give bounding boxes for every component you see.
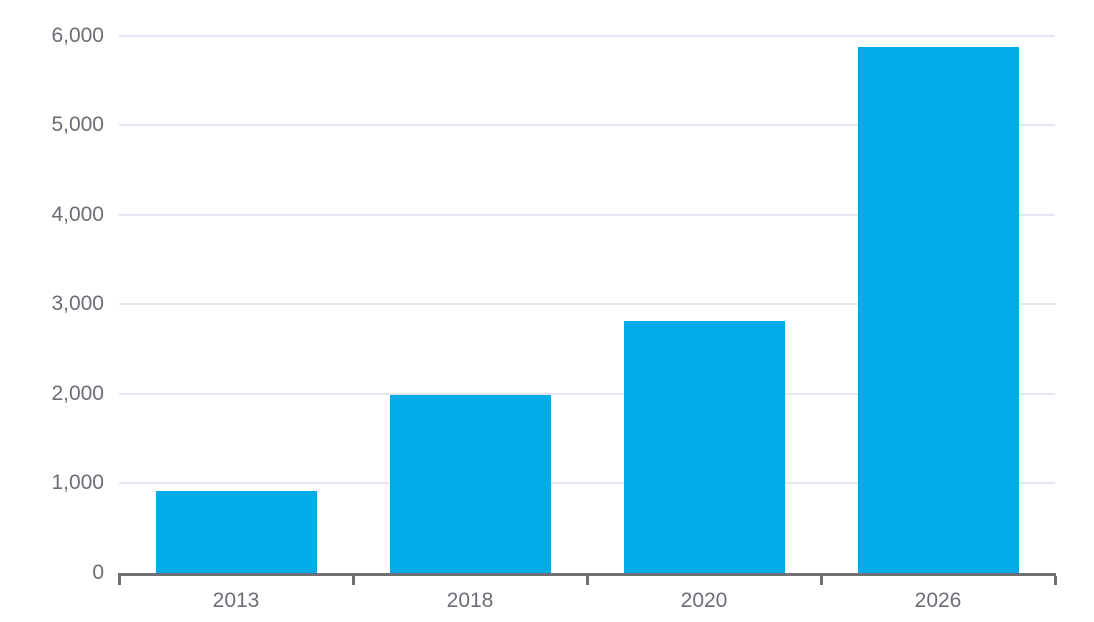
y-tick-label: 5,000 xyxy=(51,113,104,137)
y-tick-label: 0 xyxy=(92,561,104,584)
x-axis-tick xyxy=(585,576,589,585)
gridline xyxy=(119,213,1055,216)
gridline xyxy=(119,303,1055,306)
x-axis-tick xyxy=(1053,576,1057,585)
y-tick-label: 6,000 xyxy=(51,23,104,47)
x-axis-line xyxy=(118,573,1056,576)
x-axis-tick xyxy=(819,576,823,585)
x-tick-label: 2018 xyxy=(446,589,494,612)
gridline xyxy=(119,124,1055,127)
x-tick-label: 2013 xyxy=(212,589,260,612)
bar-2026[interactable] xyxy=(857,47,1019,573)
y-tick-label: 1,000 xyxy=(51,471,104,495)
x-axis-tick xyxy=(117,576,121,585)
y-tick-label: 3,000 xyxy=(51,292,104,316)
x-tick-label: 2026 xyxy=(914,589,962,612)
gridline xyxy=(119,482,1055,485)
x-axis-tick xyxy=(351,576,355,585)
bar-2013[interactable] xyxy=(155,490,317,573)
gridline xyxy=(119,34,1055,37)
bar-2020[interactable] xyxy=(623,321,785,573)
y-tick-label: 4,000 xyxy=(51,202,104,226)
gridline xyxy=(119,392,1055,395)
x-tick-label: 2020 xyxy=(680,589,728,612)
bar-2018[interactable] xyxy=(389,394,551,573)
y-tick-label: 2,000 xyxy=(51,381,104,405)
